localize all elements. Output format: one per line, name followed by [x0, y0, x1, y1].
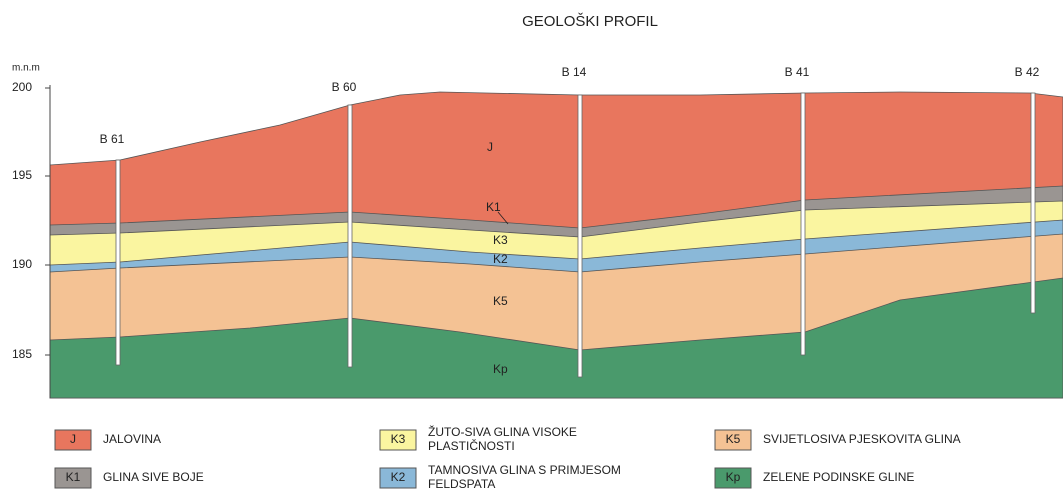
y-tick-label: 185	[12, 347, 32, 361]
borehole	[347, 104, 353, 368]
legend-text: GLINA SIVE BOJE	[103, 470, 204, 484]
borehole-label: B 60	[332, 80, 357, 94]
layer-label: K3	[493, 233, 508, 247]
borehole	[1030, 92, 1036, 314]
legend-swatch	[54, 429, 92, 451]
legend-swatch	[714, 467, 752, 489]
legend-text: ZELENE PODINSKE GLINE	[763, 470, 914, 484]
borehole-label: B 42	[1015, 65, 1040, 79]
legend-swatch	[379, 429, 417, 451]
title: GEOLOŠKI PROFIL	[522, 13, 658, 30]
boreholes	[115, 92, 1036, 378]
legend-text: TAMNOSIVA GLINA S PRIMJESOM	[428, 463, 621, 477]
leader-line	[497, 211, 509, 225]
legend-code: Kp	[726, 470, 741, 484]
legend-swatch	[714, 429, 752, 451]
labels: 200 195 190 185 B 61 B 60 B 14 B 41 B 42 J K1 K3 K2 K…	[12, 65, 1040, 491]
borehole-label: B 61	[100, 132, 125, 146]
layer-label: K1	[486, 200, 501, 214]
borehole-label: B 14	[562, 65, 587, 79]
layer-label: Kp	[493, 362, 508, 376]
legend-text: SVIJETLOSIVA PJESKOVITA GLINA	[763, 432, 961, 446]
legend-text: FELDSPATA	[428, 477, 495, 491]
layers	[45, 85, 1063, 399]
axis-unit: m.n.m	[12, 63, 40, 74]
legend-code: K1	[66, 470, 81, 484]
y-tick-label: 200	[12, 80, 32, 94]
y-tick-label: 195	[12, 168, 32, 182]
borehole	[800, 92, 806, 356]
legend-swatch	[379, 467, 417, 489]
layer	[49, 277, 1063, 399]
borehole-label: B 41	[785, 65, 810, 79]
legend-swatch	[54, 467, 92, 489]
legend-code: J	[70, 432, 76, 446]
layer-label: K5	[493, 294, 508, 308]
layer-label: K2	[493, 252, 508, 266]
borehole	[577, 94, 583, 378]
legend-code: K3	[391, 432, 406, 446]
legend-code: K5	[726, 432, 741, 446]
borehole	[115, 159, 121, 366]
legend-text: PLASTIČNOSTI	[428, 438, 515, 453]
legend-text: JALOVINA	[103, 432, 161, 446]
layer-label: J	[487, 140, 493, 154]
y-tick-label: 190	[12, 257, 32, 271]
legend-code: K2	[391, 470, 406, 484]
legend-text: ŽUTO-SIVA GLINA VISOKE	[428, 424, 577, 439]
